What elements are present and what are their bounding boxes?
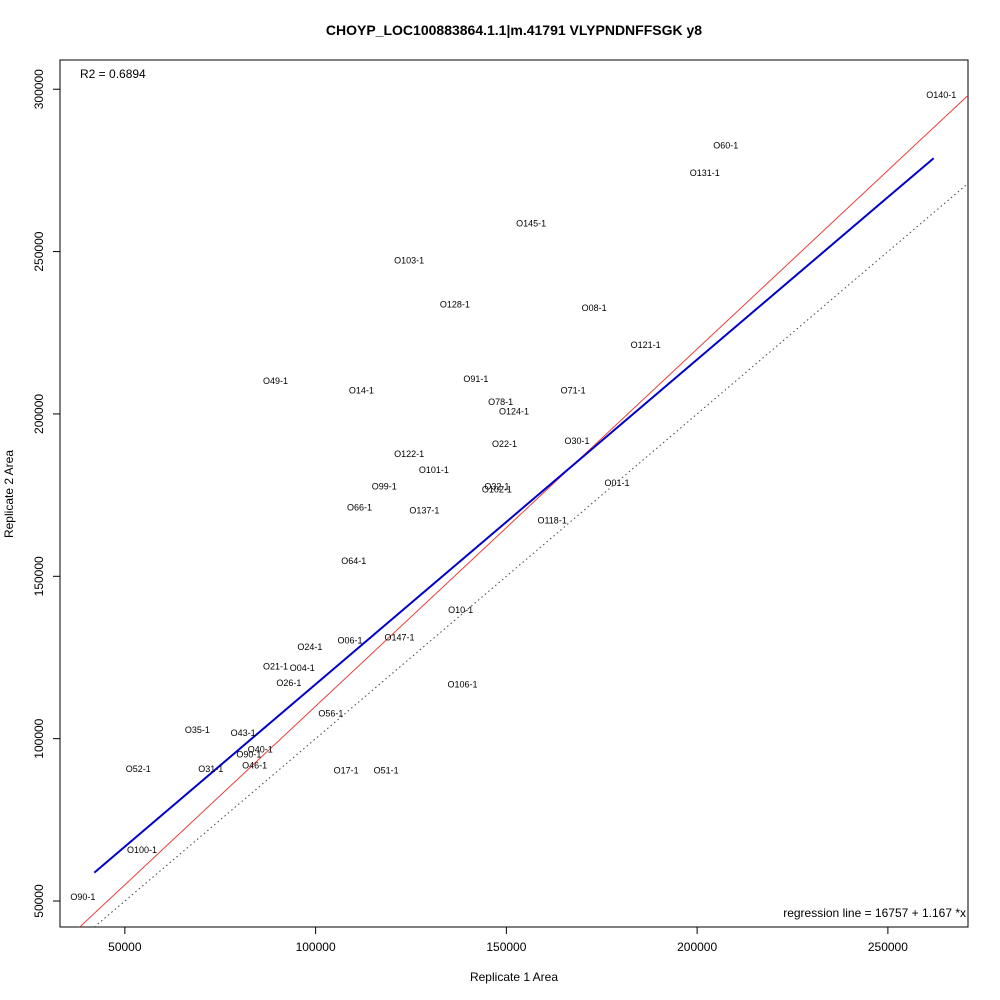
point-label: O90-1: [236, 749, 261, 759]
point-label: O08-1: [582, 303, 607, 313]
point-label: O100-1: [127, 845, 157, 855]
point-label: O101-1: [419, 465, 449, 475]
point-label: O102-1: [482, 485, 512, 495]
point-label: O52-1: [126, 764, 151, 774]
point-label: O118-1: [537, 515, 566, 525]
point-label: O121-1: [631, 340, 661, 350]
point-label: O124-1: [499, 407, 529, 417]
x-tick-label: 150000: [486, 940, 526, 954]
x-tick-label: 200000: [677, 940, 717, 954]
y-axis-label: Replicate 2 Area: [2, 450, 16, 538]
point-label: O140-1: [926, 90, 956, 100]
y-tick-label: 200000: [32, 394, 46, 434]
y-tick-label: 300000: [32, 69, 46, 109]
point-label: O78-1: [488, 397, 513, 407]
regression-annotation: regression line = 16757 + 1.167 *x: [783, 906, 966, 920]
point-label: O17-1: [334, 766, 359, 776]
reference-line: [93, 183, 968, 927]
y-tick-label: 250000: [32, 231, 46, 271]
identity-line: [79, 95, 968, 927]
regression-line: [93, 157, 935, 874]
point-label: O10-1: [448, 605, 473, 615]
x-tick-label: 100000: [296, 940, 336, 954]
point-label: O147-1: [385, 632, 415, 642]
point-label: O90-1: [70, 892, 95, 902]
r2-annotation: R2 = 0.6894: [80, 67, 146, 81]
y-tick-label: 150000: [32, 556, 46, 596]
point-label: O24-1: [297, 642, 322, 652]
x-tick-label: 250000: [868, 940, 908, 954]
point-label: O106-1: [447, 679, 477, 689]
x-axis-label: Replicate 1 Area: [470, 970, 558, 984]
point-label: O30-1: [564, 436, 589, 446]
point-label: O56-1: [318, 709, 343, 719]
point-label: O14-1: [349, 386, 374, 396]
point-label: O91-1: [463, 374, 488, 384]
point-label: O43-1: [231, 728, 256, 738]
point-label: O99-1: [372, 481, 397, 491]
point-label: O06-1: [337, 636, 362, 646]
point-label: O71-1: [561, 386, 586, 396]
point-label: O35-1: [185, 725, 210, 735]
point-label: O01-1: [605, 478, 630, 488]
plot-area: 50000 100000 150000 200000 250000 50000 100000…: [32, 59, 969, 954]
point-label: O122-1: [394, 449, 424, 459]
point-label: O51-1: [374, 766, 399, 776]
point-label: O04-1: [290, 663, 315, 673]
point-label: O46-1: [242, 761, 267, 771]
point-label: O128-1: [440, 300, 470, 310]
point-label: O31-1: [198, 764, 223, 774]
point-label: O66-1: [347, 502, 372, 512]
point-label: O137-1: [409, 506, 439, 516]
point-label: O26-1: [276, 678, 301, 688]
point-label: O103-1: [394, 256, 424, 266]
point-label: O145-1: [516, 218, 546, 228]
point-label: O21-1: [263, 662, 288, 672]
point-label: O40-1: [248, 744, 273, 754]
point-label: O49-1: [263, 376, 288, 386]
chart-title: CHOYP_LOC100883864.1.1|m.41791 VLYPNDNFF…: [326, 22, 702, 38]
plot-frame: [59, 59, 969, 928]
point-label: O131-1: [690, 168, 720, 178]
y-tick-label: 50000: [32, 884, 46, 918]
y-tick-label: 100000: [32, 718, 46, 758]
x-tick-label: 50000: [108, 940, 142, 954]
point-label: O60-1: [713, 140, 738, 150]
point-label: O22-1: [492, 439, 517, 449]
line-layer: [79, 95, 968, 927]
point-label: O32-1: [484, 481, 509, 491]
point-label: O64-1: [341, 556, 366, 566]
